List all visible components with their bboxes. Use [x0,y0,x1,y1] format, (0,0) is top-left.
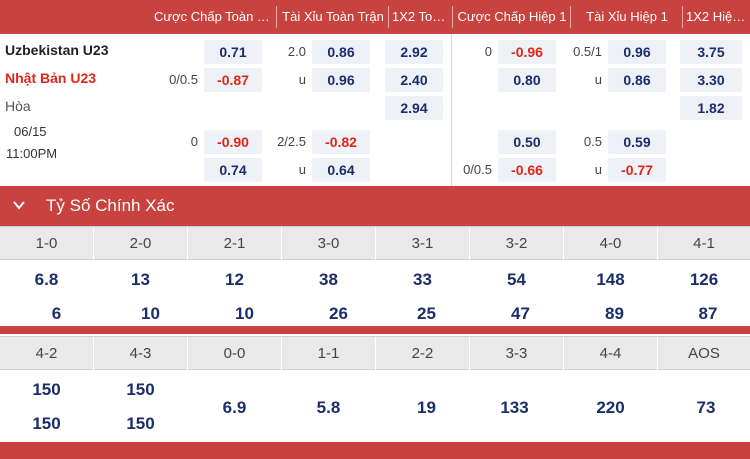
ft-hcp-home-odd[interactable]: 0.71 [204,40,262,64]
ft-hcp-away-odd[interactable]: -0.87 [204,68,262,92]
score-header-row: 4-2 4-3 0-0 1-1 2-2 3-3 4-4 AOS [0,336,750,371]
h1-ou-under-label: u [594,72,602,87]
header-ft-1x2[interactable]: 1X2 Toàn Trận [392,9,452,24]
score-header-row: 1-0 2-0 2-1 3-0 3-1 3-2 4-0 4-1 [0,226,750,261]
score-odd-away[interactable]: 47 [511,304,530,323]
score-label: 2-1 [223,235,246,252]
h1-ou-alt-under-odd[interactable]: -0.77 [608,158,666,182]
ft-ou-alt-under-odd[interactable]: 0.64 [312,158,370,182]
row-divider-bar [0,326,750,334]
score-odd-away[interactable]: 6 [51,304,62,323]
h1-ou-line: 0.5/1 [573,44,602,59]
ft-ou-alt-under-label: u [298,162,306,177]
score-odd-home[interactable]: 38 [319,270,338,289]
score-odd-home[interactable]: 126 [689,270,719,289]
score-odd-away[interactable]: 87 [698,304,718,323]
ft-ou-under-label: u [298,72,306,87]
h1-ou-alt-over-odd[interactable]: 0.59 [608,130,666,154]
score-odd[interactable]: 73 [696,398,716,417]
header-h1-1x2[interactable]: 1X2 Hiệp 1 [686,9,748,24]
score-odd-home[interactable]: 150 [126,380,155,399]
score-odd-home[interactable]: 150 [32,380,61,399]
ft-1x2-draw-odd[interactable]: 2.94 [385,96,443,120]
score-label: 3-2 [505,235,528,252]
away-team-name: Nhật Bản U23 [5,70,97,86]
correct-score-title: Tỷ Số Chính Xác [46,196,175,215]
score-label: 4-4 [599,345,622,362]
chevron-down-icon[interactable] [12,198,26,215]
score-label: 1-1 [317,345,340,362]
score-odd-home[interactable]: 13 [131,270,150,289]
score-label: AOS [688,345,720,362]
ft-hcp-line: 0/0.5 [169,72,198,87]
h1-1x2-away-odd[interactable]: 3.30 [680,68,742,92]
h1-1x2-home-odd[interactable]: 3.75 [680,40,742,64]
score-odd-away[interactable]: 25 [417,304,436,323]
h1-hcp-line: 0 [484,44,492,59]
odds-header: Cược Chấp Toàn Trận Tài Xỉu Toàn Trận 1X… [0,0,750,34]
header-ft-over-under[interactable]: Tài Xỉu Toàn Trận [282,9,384,24]
score-odd-home[interactable]: 12 [225,270,244,289]
h1-ou-alt-under-label: u [594,162,602,177]
score-odd-home[interactable]: 54 [507,270,526,289]
score-label: 4-3 [129,345,152,362]
h1-ou-under-odd[interactable]: 0.86 [608,68,666,92]
correct-score-section-header[interactable]: Tỷ Số Chính Xác [0,186,750,226]
score-odd-away[interactable]: 150 [126,414,155,433]
bottom-bar [0,442,750,459]
header-h1-handicap[interactable]: Cược Chấp Hiệp 1 [457,9,567,24]
h1-hcp-alt-line: 0/0.5 [463,162,492,177]
score-label: 3-1 [411,235,434,252]
score-label: 2-2 [411,345,434,362]
ft-ou-line: 2.0 [287,44,306,59]
score-label: 3-3 [505,345,528,362]
score-label: 3-0 [317,235,340,252]
score-odd-away[interactable]: 10 [235,304,254,323]
ft-hcp-alt-line: 0 [190,134,198,149]
score-odds-row: 6.8 13 12 38 33 54 148 126 6 10 10 26 25… [0,260,750,326]
match-row: Uzbekistan U23 Nhật Bản U23 Hòa 06/15 11… [0,34,750,186]
ft-ou-alt-over-odd[interactable]: -0.82 [312,130,370,154]
half-divider [451,34,452,186]
header-ft-handicap[interactable]: Cược Chấp Toàn Trận [154,9,276,24]
h1-hcp-alt-home-odd[interactable]: 0.50 [498,130,556,154]
score-label: 2-0 [129,235,152,252]
ft-ou-under-odd[interactable]: 0.96 [312,68,370,92]
score-label: 4-2 [35,345,58,362]
score-odd[interactable]: 19 [417,398,436,417]
score-odd-away[interactable]: 10 [141,304,160,323]
ft-ou-over-odd[interactable]: 0.86 [312,40,370,64]
ft-1x2-away-odd[interactable]: 2.40 [385,68,443,92]
score-label: 4-1 [693,235,715,252]
score-odd-away[interactable]: 89 [605,304,624,323]
score-odd[interactable]: 6.9 [222,398,247,417]
h1-hcp-alt-away-odd[interactable]: -0.66 [498,158,556,182]
draw-label: Hòa [5,98,31,114]
score-odd-home[interactable]: 33 [413,270,432,289]
h1-1x2-draw-odd[interactable]: 1.82 [680,96,742,120]
score-odd[interactable]: 133 [500,398,529,417]
score-odd[interactable]: 5.8 [316,398,341,417]
ft-hcp-alt-away-odd[interactable]: 0.74 [204,158,262,182]
score-label: 1-0 [35,235,58,252]
ft-ou-alt-line: 2/2.5 [277,134,306,149]
score-label: 0-0 [223,345,246,362]
score-odds-row: 150 150 150 150 6.9 5.8 19 133 220 73 [0,370,750,442]
h1-hcp-home-odd[interactable]: -0.96 [498,40,556,64]
score-label: 4-0 [599,235,622,252]
match-time: 11:00PM [6,146,58,161]
match-date: 06/15 [14,124,47,139]
home-team-name: Uzbekistan U23 [5,42,109,58]
h1-hcp-away-odd[interactable]: 0.80 [498,68,556,92]
ft-hcp-alt-home-odd[interactable]: -0.90 [204,130,262,154]
score-odd[interactable]: 220 [596,398,625,417]
h1-ou-alt-line: 0.5 [583,134,602,149]
score-odd-home[interactable]: 148 [596,270,625,289]
score-odd-home[interactable]: 6.8 [34,270,59,289]
header-h1-over-under[interactable]: Tài Xỉu Hiệp 1 [586,9,668,24]
score-odd-away[interactable]: 150 [32,414,61,433]
score-odd-away[interactable]: 26 [329,304,348,323]
h1-ou-over-odd[interactable]: 0.96 [608,40,666,64]
ft-1x2-home-odd[interactable]: 2.92 [385,40,443,64]
